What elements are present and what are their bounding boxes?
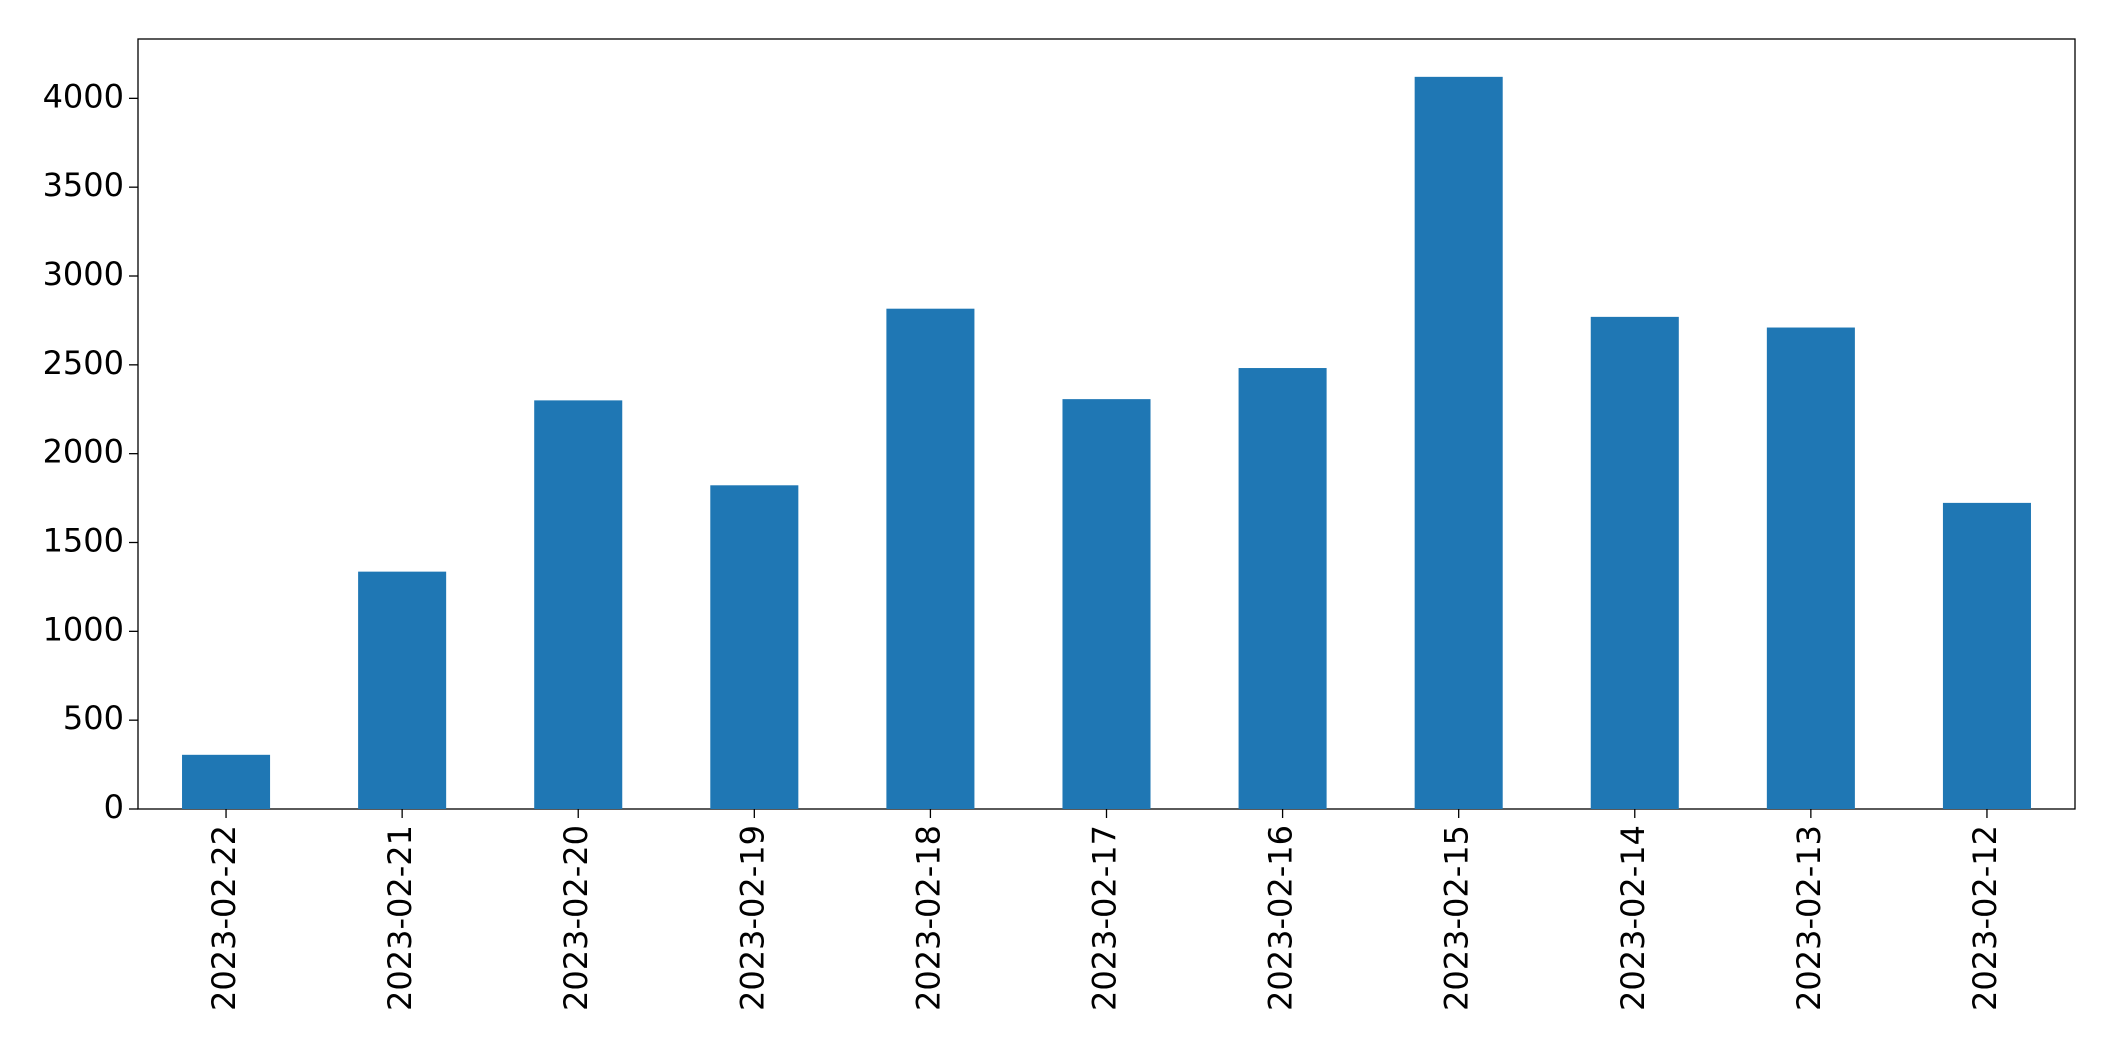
x-tick-label: 2023-02-14	[1614, 825, 1652, 1011]
bar	[358, 571, 447, 809]
bar	[534, 400, 623, 809]
y-tick-label: 2000	[43, 433, 124, 471]
x-tick-label: 2023-02-21	[381, 825, 419, 1011]
x-tick-label: 2023-02-16	[1262, 825, 1300, 1011]
bar	[182, 754, 271, 809]
y-tick-label: 2500	[43, 344, 124, 382]
bar	[1766, 327, 1855, 809]
bar	[1942, 502, 2031, 809]
x-tick-label: 2023-02-12	[1966, 825, 2004, 1011]
bar	[1414, 76, 1503, 809]
bar	[1590, 316, 1679, 809]
x-tick-label: 2023-02-15	[1438, 825, 1476, 1011]
y-tick-label: 1500	[43, 522, 124, 560]
y-tick-label: 500	[63, 699, 124, 737]
x-tick-label: 2023-02-20	[557, 825, 595, 1011]
bar	[710, 485, 799, 809]
x-tick-label: 2023-02-19	[733, 825, 771, 1011]
y-tick-label: 3500	[43, 166, 124, 204]
x-tick-label: 2023-02-17	[1086, 825, 1124, 1011]
y-tick-label: 1000	[43, 610, 124, 648]
y-tick-label: 4000	[43, 77, 124, 115]
y-tick-label: 3000	[43, 255, 124, 293]
x-tick-label: 2023-02-13	[1790, 825, 1828, 1011]
x-tick-label: 2023-02-18	[909, 825, 947, 1011]
x-tick-label: 2023-02-22	[205, 825, 243, 1011]
y-tick-label: 0	[104, 788, 124, 826]
bar	[1238, 368, 1327, 809]
bar	[886, 308, 975, 809]
bar	[1062, 399, 1151, 809]
